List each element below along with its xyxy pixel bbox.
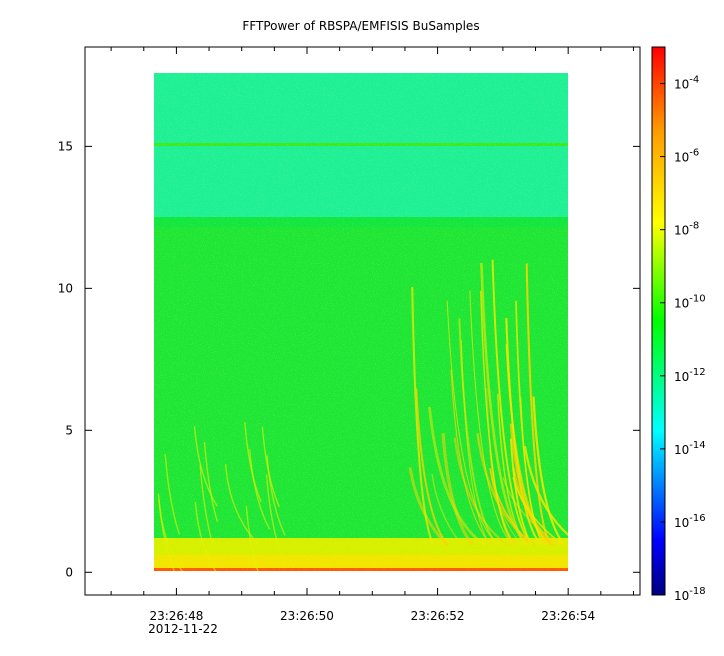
colorbar-tick-label: 10-6 bbox=[674, 148, 699, 165]
y-tick-label: 0 bbox=[65, 565, 73, 579]
x-tick-label: 23:26:50 bbox=[280, 609, 334, 623]
chart-title: FFTPower of RBSPA/EMFISIS BuSamples bbox=[242, 19, 479, 33]
colorbar-tick-label: 10-4 bbox=[674, 75, 699, 92]
spectrogram-image bbox=[154, 73, 568, 571]
colorbar-tick-label: 10-16 bbox=[674, 513, 706, 530]
colorbar-tick-label: 10-18 bbox=[674, 586, 706, 603]
x-tick-label: 23:26:54 bbox=[541, 609, 595, 623]
colorbar bbox=[651, 46, 666, 596]
y-axis: 0 5 10 15 bbox=[58, 139, 640, 579]
colorbar-ticks: 10-18 10-16 10-14 10-12 10-10 10-8 10-6 10-4 bbox=[660, 75, 706, 603]
y-tick-label: 5 bbox=[65, 423, 73, 437]
x-tick-label: 23:26:52 bbox=[411, 609, 465, 623]
colorbar-tick-label: 10-12 bbox=[674, 367, 706, 384]
x-axis: 23:26:48 23:26:50 23:26:52 23:26:54 bbox=[110, 47, 634, 623]
colorbar-tick-label: 10-10 bbox=[674, 294, 706, 311]
colorbar-tick-label: 10-8 bbox=[674, 221, 699, 238]
y-tick-label: 15 bbox=[58, 139, 73, 153]
x-tick-label: 23:26:48 bbox=[149, 609, 203, 623]
y-tick-label: 10 bbox=[58, 281, 73, 295]
colorbar-tick-label: 10-14 bbox=[674, 440, 706, 457]
x-date-label: 2012-11-22 bbox=[148, 622, 218, 636]
